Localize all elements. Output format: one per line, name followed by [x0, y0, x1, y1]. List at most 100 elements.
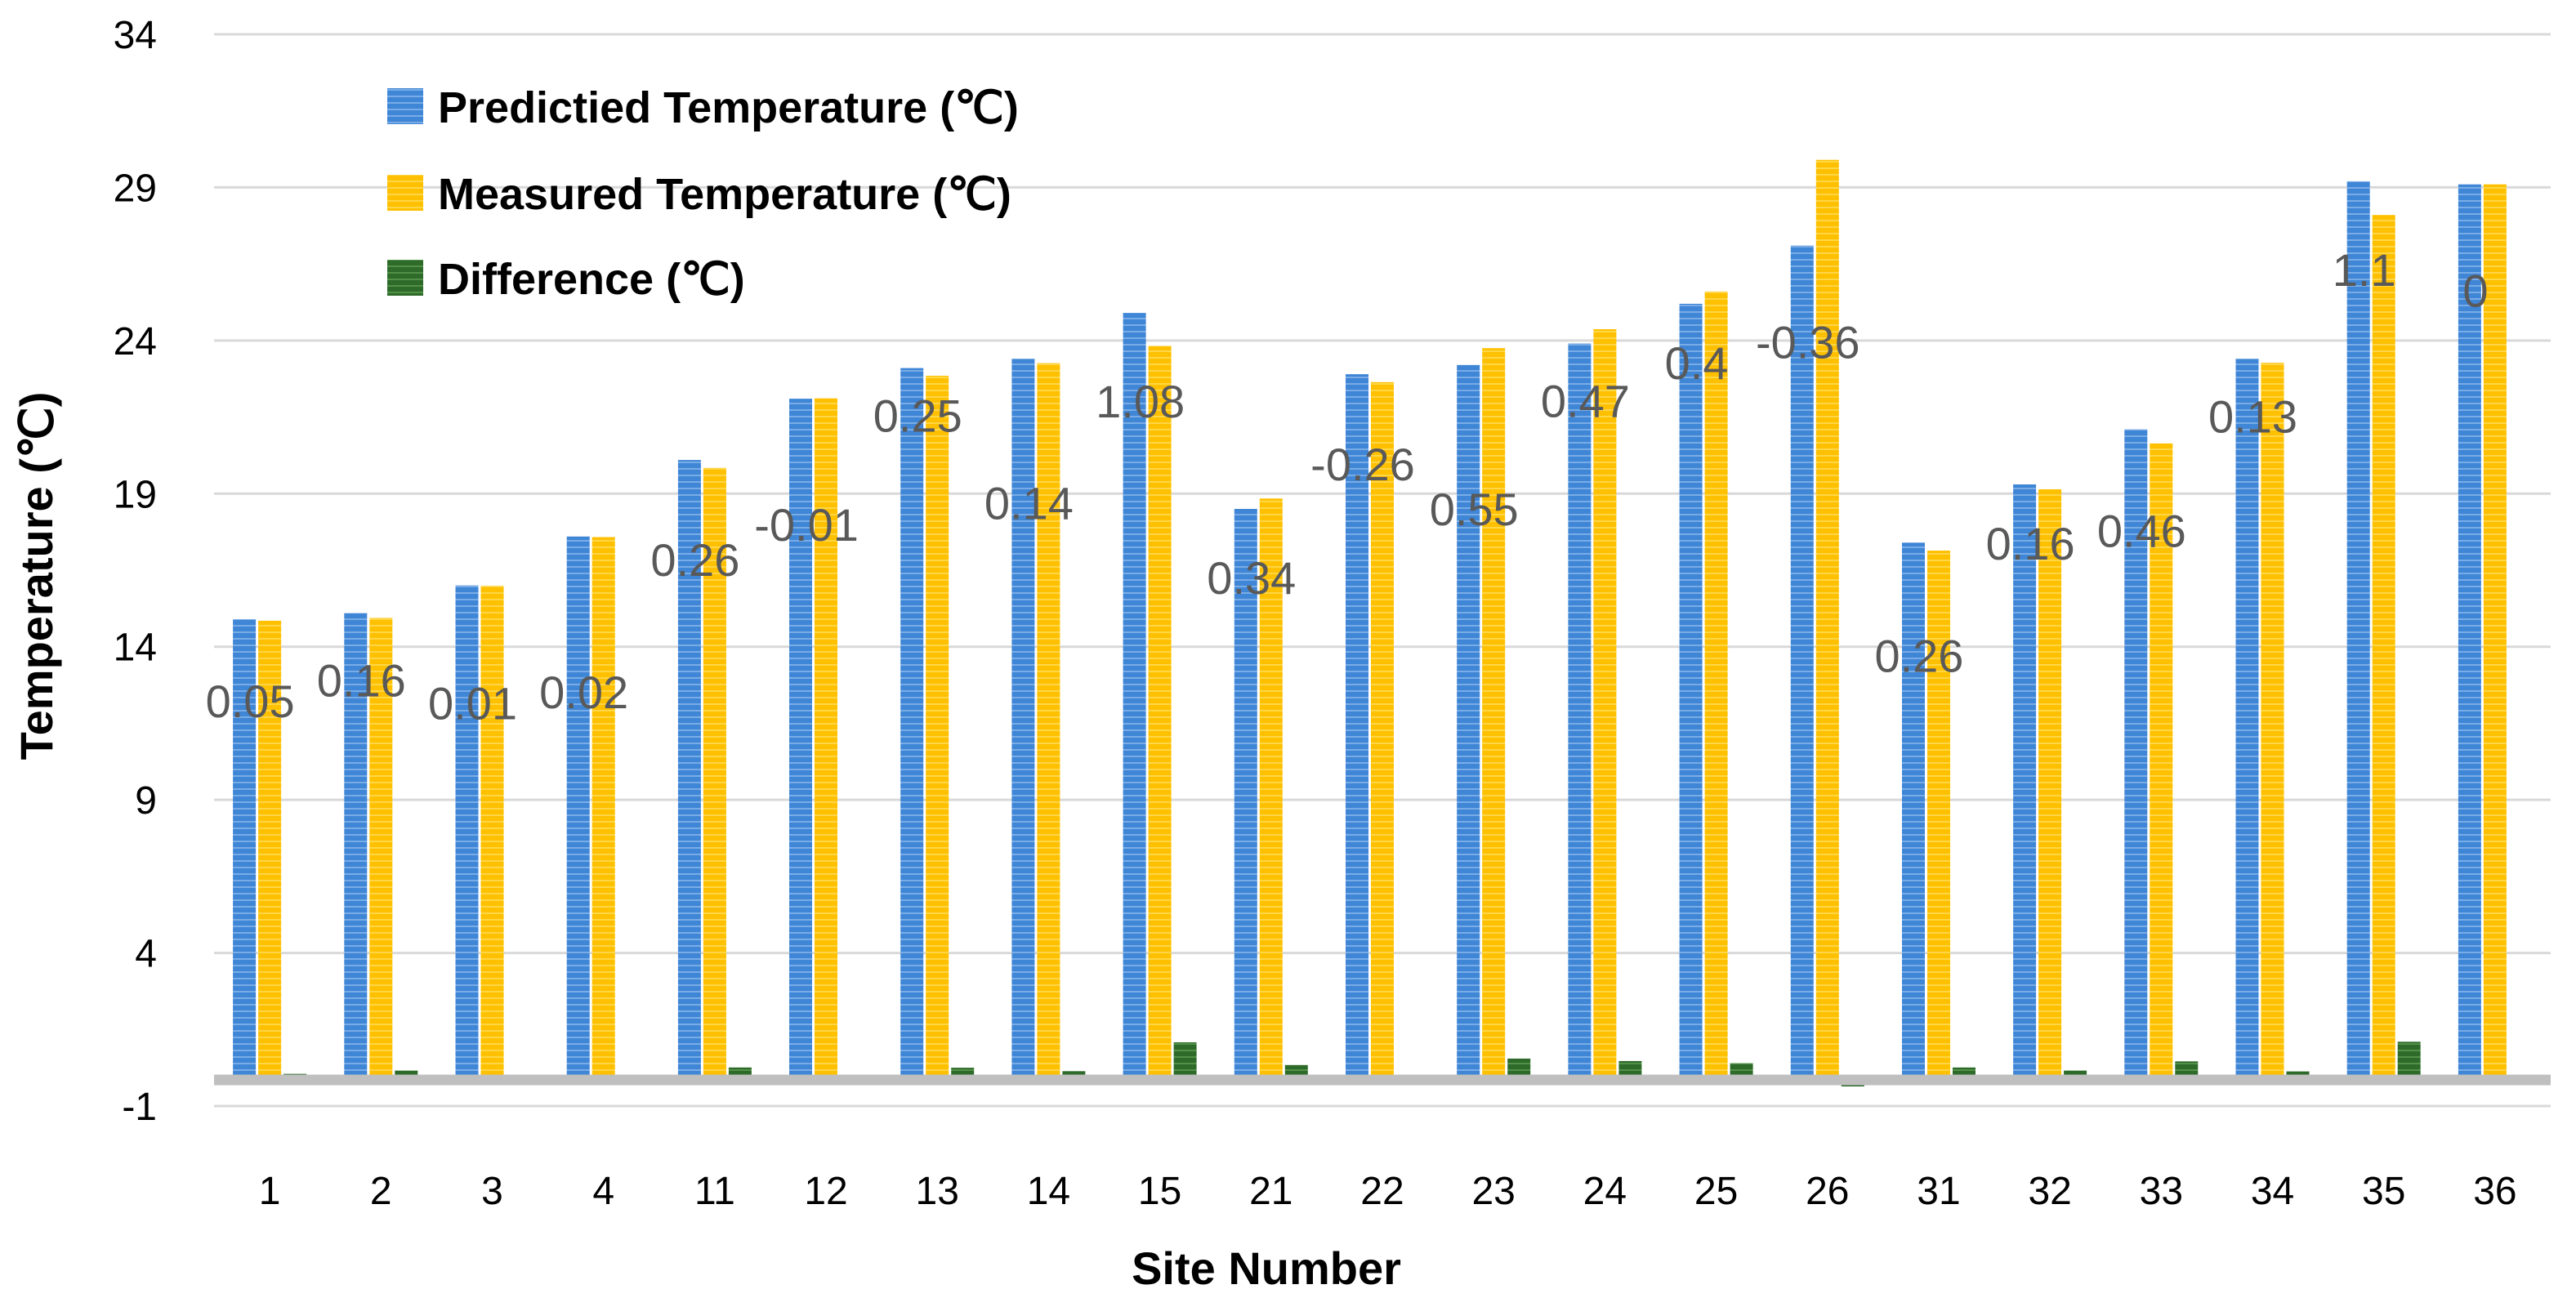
y-tick-label: 9	[135, 779, 157, 823]
bar-difference-site-33	[2175, 1061, 2199, 1076]
difference-label: 0.02	[539, 667, 628, 718]
difference-label: 0.16	[1986, 518, 2075, 569]
difference-label: 0.16	[317, 655, 406, 707]
bar-measured-site-14	[1037, 363, 1060, 1076]
bar-measured-site-13	[926, 376, 949, 1076]
legend: Predictied Temperature (℃) Measured Tempe…	[387, 83, 1019, 304]
y-axis-title: Temperature (℃)	[11, 392, 62, 761]
bar-difference-site-14	[1062, 1071, 1086, 1076]
x-tick-label: 23	[1471, 1170, 1515, 1213]
bar-predicted-site-25	[1679, 303, 1703, 1076]
bar-measured-site-11	[703, 467, 726, 1076]
bar-predicted-site-21	[1234, 509, 1257, 1076]
bar-predicted-site-11	[677, 460, 701, 1076]
bar-measured-site-4	[592, 537, 615, 1076]
legend-label-difference: Difference (℃)	[438, 255, 745, 304]
difference-label: 0	[2462, 265, 2488, 317]
bar-difference-site-32	[2064, 1070, 2087, 1076]
legend-label-measured: Measured Temperature (℃)	[438, 170, 1011, 219]
x-axis-baseline	[214, 1074, 2551, 1086]
bar-measured-site-25	[1704, 291, 1728, 1076]
x-tick-label: 11	[694, 1170, 735, 1213]
x-tick-label: 25	[1694, 1170, 1738, 1213]
legend-swatch-predicted	[387, 88, 423, 124]
y-tick-label: -1	[122, 1086, 157, 1129]
bar-measured-site-33	[2150, 443, 2173, 1076]
difference-label: 0.34	[1207, 552, 1296, 604]
bars	[233, 159, 2507, 1086]
x-tick-label: 33	[2140, 1170, 2183, 1213]
x-tick-label: 2	[370, 1170, 392, 1213]
difference-label: -0.01	[754, 499, 859, 551]
difference-label: 0.13	[2208, 390, 2297, 442]
bar-predicted-site-36	[2458, 184, 2481, 1076]
bar-difference-site-34	[2286, 1071, 2310, 1076]
difference-data-labels: 0.05 0.16 0.01 0.02 0.26 -0.01 0.25 0.14 1.08 0.3…	[206, 244, 2489, 729]
x-tick-labels: 1 2 3 4 11 12 13 14 15 21 22 23 24 25 26 31 32 33 34 35 36	[259, 1170, 2517, 1213]
x-tick-label: 31	[1917, 1170, 1960, 1213]
difference-label: 0.55	[1430, 484, 1519, 535]
x-tick-label: 34	[2251, 1170, 2294, 1213]
bar-predicted-site-1	[233, 619, 257, 1076]
bar-measured-site-26	[1815, 159, 1839, 1076]
difference-label: 0.01	[428, 678, 517, 729]
difference-label: 1.1	[2333, 244, 2396, 296]
bar-difference-site-2	[395, 1070, 418, 1076]
y-tick-label: 29	[114, 167, 157, 210]
bar-difference-site-25	[1730, 1063, 1753, 1076]
bar-predicted-site-13	[900, 368, 924, 1076]
x-tick-label: 22	[1360, 1170, 1404, 1213]
bar-difference-site-15	[1173, 1042, 1197, 1076]
bar-predicted-site-3	[455, 585, 479, 1076]
difference-label: 0.05	[206, 676, 295, 727]
bar-measured-site-35	[2372, 215, 2395, 1076]
difference-label: -0.36	[1756, 317, 1860, 368]
x-tick-label: 4	[592, 1170, 614, 1213]
difference-label: 0.26	[1874, 630, 1963, 681]
y-tick-label: 24	[114, 320, 157, 364]
difference-label: 0.25	[873, 390, 962, 442]
bar-difference-site-35	[2397, 1042, 2421, 1076]
bar-measured-site-22	[1371, 381, 1394, 1076]
x-tick-label: 35	[2362, 1170, 2405, 1213]
bar-predicted-site-2	[344, 613, 368, 1076]
bar-measured-site-3	[480, 586, 504, 1076]
bar-difference-site-24	[1618, 1060, 1642, 1076]
x-tick-label: 14	[1027, 1170, 1070, 1213]
x-tick-label: 24	[1583, 1170, 1627, 1213]
bar-difference-site-11	[728, 1067, 752, 1076]
difference-label: 0.14	[984, 477, 1074, 529]
bar-predicted-site-24	[1568, 343, 1592, 1076]
y-tick-labels: -1 4 9 14 19 24 29 34	[114, 14, 157, 1129]
legend-label-predicted: Predictied Temperature (℃)	[438, 83, 1019, 132]
bar-predicted-site-4	[566, 536, 590, 1076]
bar-difference-site-31	[1953, 1067, 1976, 1076]
y-tick-label: 34	[114, 14, 157, 57]
bar-measured-site-15	[1148, 346, 1172, 1076]
bar-predicted-site-31	[1902, 542, 1925, 1076]
x-tick-label: 21	[1249, 1170, 1292, 1213]
bar-measured-site-24	[1593, 329, 1617, 1076]
x-tick-label: 32	[2028, 1170, 2071, 1213]
x-tick-label: 26	[1806, 1170, 1849, 1213]
x-tick-label: 1	[259, 1170, 281, 1213]
legend-swatch-difference	[387, 260, 423, 296]
bar-measured-site-12	[815, 398, 837, 1076]
bar-predicted-site-33	[2124, 429, 2148, 1076]
bar-difference-site-13	[951, 1068, 975, 1076]
x-tick-label: 12	[804, 1170, 847, 1213]
bar-measured-site-34	[2261, 363, 2284, 1076]
bar-predicted-site-35	[2346, 181, 2370, 1076]
difference-label: 0.4	[1665, 337, 1729, 389]
bar-measured-site-2	[369, 618, 393, 1076]
y-tick-label: 19	[114, 473, 157, 516]
difference-label: 0.46	[2097, 506, 2186, 557]
bar-predicted-site-26	[1790, 245, 1814, 1076]
bar-measured-site-23	[1482, 348, 1506, 1076]
x-axis-line	[214, 1074, 2551, 1086]
difference-label: 1.08	[1096, 376, 1185, 427]
x-tick-label: 3	[481, 1170, 503, 1213]
bar-predicted-site-32	[2013, 484, 2037, 1076]
bar-predicted-site-23	[1457, 364, 1480, 1076]
